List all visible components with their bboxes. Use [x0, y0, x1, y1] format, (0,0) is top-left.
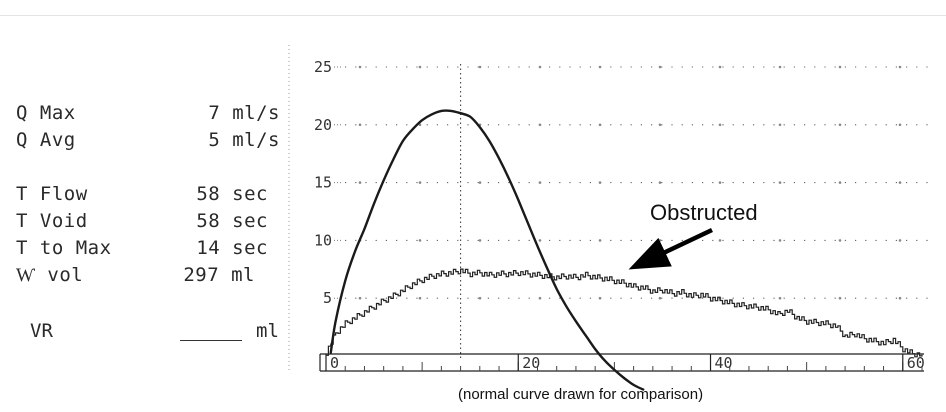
grid-marker	[898, 239, 902, 242]
stat-label: Ⱳ vol	[16, 264, 84, 286]
grid-marker	[418, 239, 422, 242]
stat-q-max: Q Max 7 ml/s	[0, 100, 280, 126]
grid-marker	[418, 65, 422, 69]
grid-marker	[838, 65, 842, 69]
stat-t-void: T Void 58 sec	[0, 208, 268, 234]
obstructed-arrow	[628, 227, 713, 270]
grid-marker	[478, 65, 482, 69]
grid-marker	[718, 239, 722, 242]
grid-marker	[838, 239, 842, 242]
grid-marker	[778, 123, 782, 127]
grid-marker	[838, 123, 842, 127]
grid-marker	[778, 296, 782, 300]
x-tick-label: 60	[907, 354, 925, 372]
vr-label: VR	[30, 320, 53, 342]
grid-marker	[898, 65, 902, 69]
stat-value: 5 ml/s	[208, 129, 280, 151]
grid-marker	[838, 296, 842, 300]
stat-label: T Flow	[16, 183, 88, 205]
grid-marker	[718, 65, 722, 69]
grid-marker	[598, 296, 602, 300]
y-tick-label: 15	[314, 174, 332, 192]
grid-marker	[478, 181, 482, 184]
stat-vol: Ⱳ vol 297 ml	[0, 262, 255, 288]
grid-marker	[598, 239, 602, 242]
grid-marker	[598, 123, 602, 127]
grid-marker	[478, 296, 482, 300]
grid-marker	[778, 65, 782, 69]
grid-marker	[358, 296, 362, 300]
grid-marker	[418, 296, 422, 300]
grid-marker	[658, 296, 662, 300]
grid-marker	[538, 181, 542, 184]
vr-unit: ml	[256, 320, 279, 342]
annotations: Obstructed	[628, 200, 758, 270]
grid-marker	[838, 181, 842, 184]
stat-value: 7 ml/s	[208, 102, 280, 124]
grid-marker	[658, 123, 662, 127]
grid-marker	[358, 65, 362, 69]
grid-marker	[358, 181, 362, 184]
grid-marker	[778, 181, 782, 184]
stat-value: 58 sec	[196, 183, 268, 205]
y-tick-label: 20	[314, 116, 332, 134]
grid-marker	[718, 123, 722, 127]
stat-q-avg: Q Avg 5 ml/s	[0, 127, 280, 153]
grid-marker	[898, 123, 902, 127]
grid-marker	[418, 181, 422, 184]
grid-marker	[658, 239, 662, 242]
series-line-obstructed	[326, 268, 923, 358]
series	[326, 109, 923, 391]
series-line-normal	[329, 109, 645, 391]
stat-label: Q Avg	[16, 129, 76, 151]
x-tick-label: 20	[522, 354, 540, 372]
grid-marker	[598, 65, 602, 69]
grid	[288, 45, 930, 372]
uroflow-stats-panel: Q Max 7 ml/s Q Avg 5 ml/s T Flow 58 sec …	[0, 0, 290, 412]
grid-marker	[658, 65, 662, 69]
vr-blank-line	[180, 340, 242, 341]
grid-marker	[598, 181, 602, 184]
grid-marker	[478, 239, 482, 242]
stat-t-flow: T Flow 58 sec	[0, 181, 268, 207]
grid-marker	[538, 296, 542, 300]
grid-marker	[358, 123, 362, 127]
y-tick-label: 25	[314, 58, 332, 76]
chart-caption: (normal curve drawn for comparison)	[458, 386, 704, 403]
stat-value: 297 ml	[183, 264, 255, 286]
grid-marker	[538, 239, 542, 242]
stat-value: 58 sec	[196, 210, 268, 232]
x-tick-label: 0	[330, 354, 339, 372]
stat-value: 14 sec	[196, 237, 268, 259]
grid-marker	[718, 181, 722, 184]
stat-label: T to Max	[16, 237, 112, 259]
x-tick-label: 40	[715, 354, 733, 372]
grid-marker	[778, 239, 782, 242]
grid-marker	[898, 181, 902, 184]
top-rule	[0, 15, 946, 16]
y-tick-label: 5	[323, 289, 332, 307]
stat-t-to-max: T to Max 14 sec	[0, 235, 268, 261]
obstructed-label: Obstructed	[650, 200, 758, 225]
grid-marker	[538, 123, 542, 127]
y-tick-label: 10	[314, 231, 332, 249]
grid-marker	[898, 296, 902, 300]
stat-label: Q Max	[16, 102, 76, 124]
grid-marker	[658, 181, 662, 184]
axes: 5 10 15 20 25 0 20 40 60	[314, 58, 925, 372]
stat-label: T Void	[16, 210, 88, 232]
grid-marker	[538, 65, 542, 69]
